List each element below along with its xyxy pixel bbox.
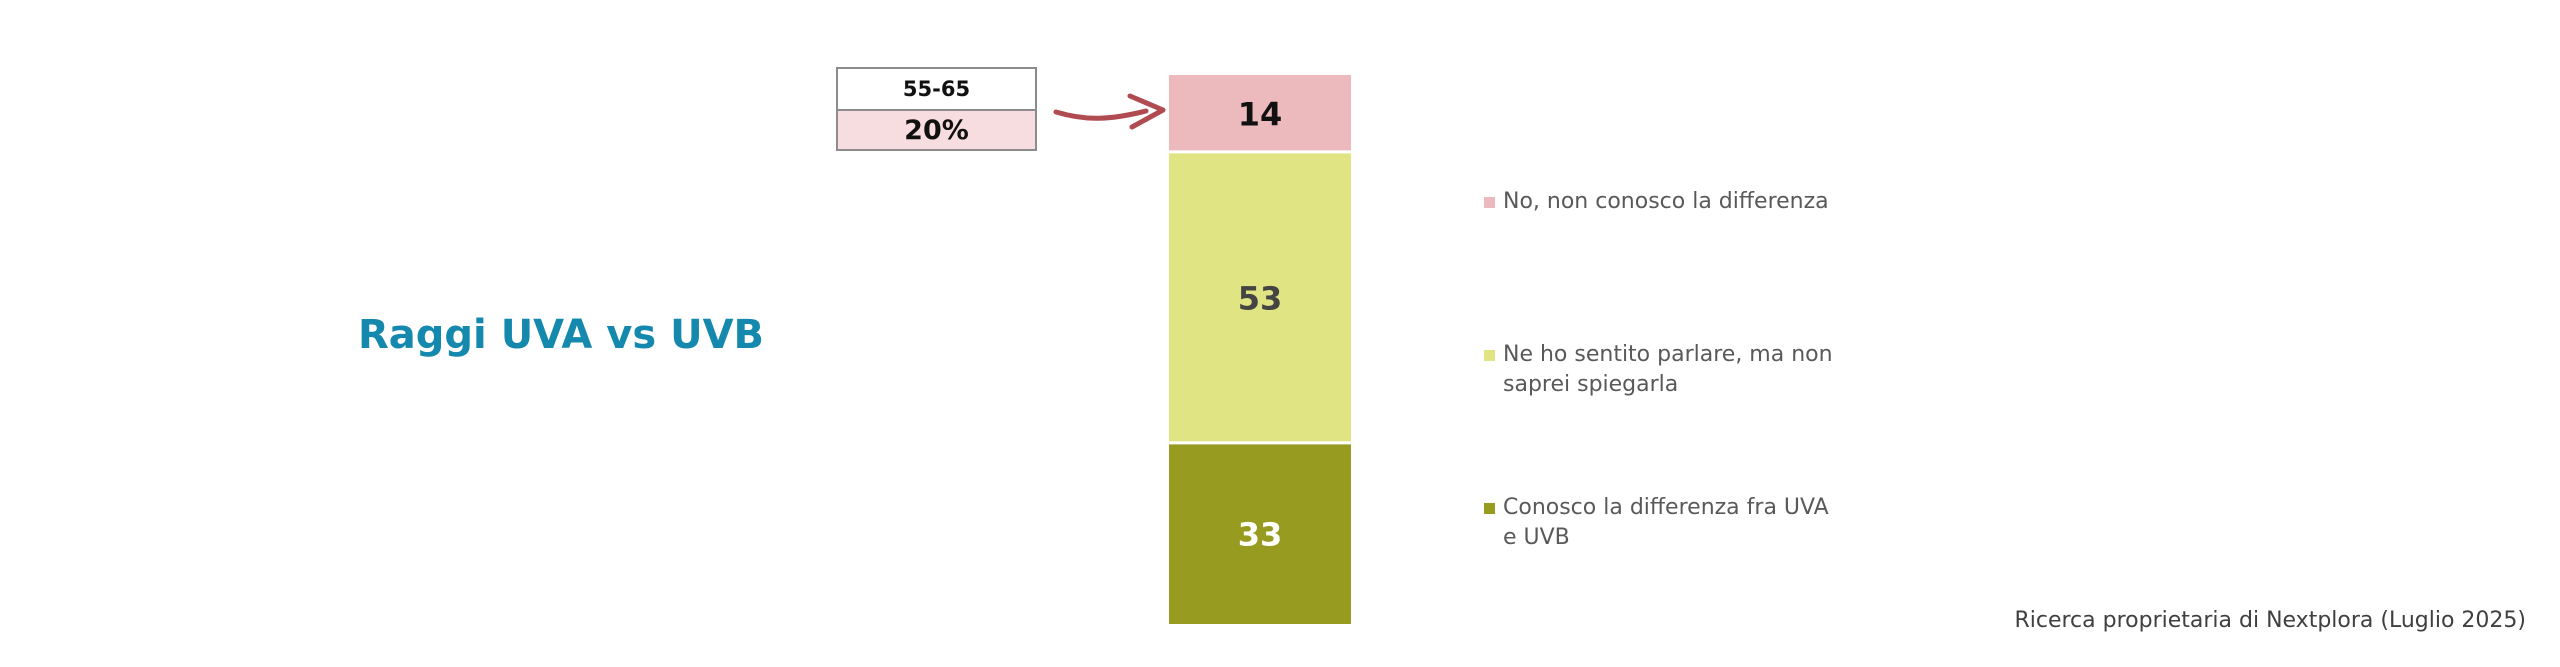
bar-segment-heard [1169,151,1351,443]
legend-swatch-heard [1484,350,1495,361]
legend-label-know: Conosco la differenza fra UVA e UVB [1503,495,1829,550]
legend-swatch-no [1484,197,1495,208]
legend-item-heard: Ne ho sentito parlare, ma non saprei spi… [1484,340,1833,400]
callout-arrow-icon [1053,93,1166,130]
legend-swatch-know [1484,503,1495,514]
data-label-heard: 53 [1238,279,1283,317]
legend-label-no: No, non conosco la differenza [1503,189,1829,214]
data-label-know: 33 [1238,515,1283,553]
age-callout: 55-65 20% [836,67,1037,151]
legend-item-know: Conosco la differenza fra UVA e UVB [1484,493,1833,553]
legend-label-heard: Ne ho sentito parlare, ma non saprei spi… [1503,342,1833,397]
bar-segment-no [1169,75,1351,152]
source-note: Ricerca proprietaria di Nextplora (Lugli… [2014,608,2526,633]
chart-title: Raggi UVA vs UVB [358,312,765,358]
legend-item-no: No, non conosco la differenza [1484,187,1833,217]
age-range-label: 55-65 [838,69,1035,111]
data-label-no: 14 [1238,95,1283,133]
bar-segment-know [1169,442,1351,624]
age-percent-label: 20% [838,111,1035,149]
